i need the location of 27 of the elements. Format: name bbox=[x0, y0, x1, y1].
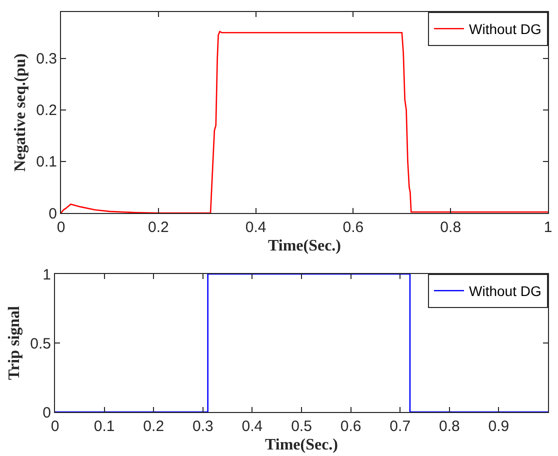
x-tick-label: 0.3 bbox=[192, 418, 214, 435]
x-tick-label: 0.6 bbox=[340, 418, 362, 435]
x-tick-label: 0.4 bbox=[242, 418, 263, 435]
y-tick-label: 0 bbox=[48, 205, 57, 222]
x-tick-label: 0.6 bbox=[342, 219, 364, 236]
x-axis-title: Time(Sec.) bbox=[268, 238, 342, 255]
y-tick-label: 0.2 bbox=[36, 102, 57, 120]
legend-label: Without DG bbox=[469, 283, 542, 300]
x-tick-label: 0.8 bbox=[440, 219, 462, 236]
y-tick-label: 0.1 bbox=[36, 154, 57, 171]
x-axis-title: Time(Sec.) bbox=[264, 436, 338, 454]
x-tick-label: 0.5 bbox=[291, 418, 312, 435]
x-tick-label: 1 bbox=[544, 219, 552, 236]
x-tick-label: 0.8 bbox=[438, 418, 460, 435]
x-tick-label: 0.4 bbox=[245, 219, 266, 236]
legend-label: Without DG bbox=[469, 21, 542, 38]
x-tick-label: 0.2 bbox=[143, 418, 164, 435]
x-tick-label: 0.7 bbox=[390, 418, 411, 435]
y-tick-label: 0 bbox=[42, 404, 51, 422]
y-axis-title: Trip signal bbox=[6, 305, 24, 380]
y-tick-label: 0.3 bbox=[36, 50, 57, 68]
y-tick-label: 1 bbox=[42, 266, 51, 284]
x-tick-label: 0.2 bbox=[148, 219, 169, 236]
y-tick-label: 0.5 bbox=[30, 335, 51, 352]
x-tick-label: 0.9 bbox=[488, 418, 510, 435]
x-tick-label: 0.1 bbox=[94, 418, 115, 435]
y-axis-title: Negative seq.(pu) bbox=[12, 53, 30, 172]
